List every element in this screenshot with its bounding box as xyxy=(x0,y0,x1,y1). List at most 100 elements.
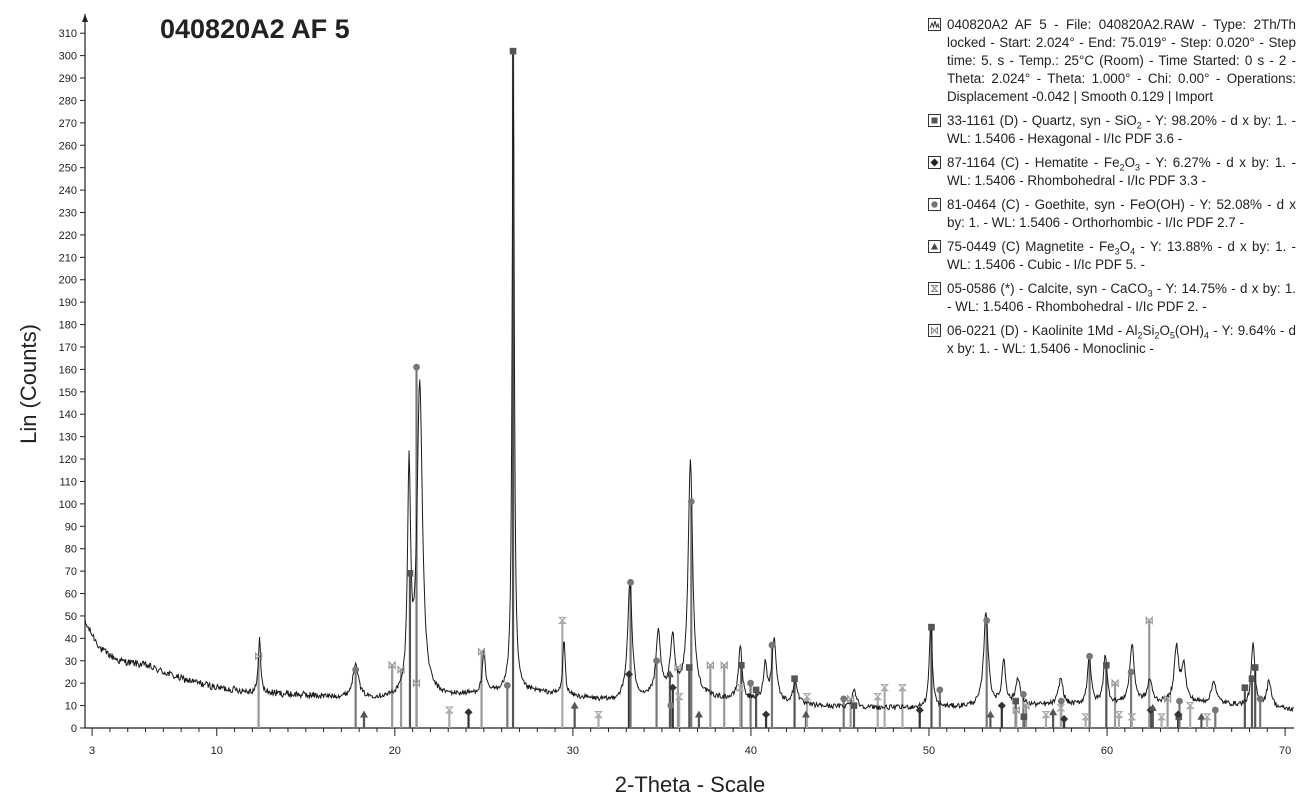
y-tick-label: 290 xyxy=(59,73,77,85)
calcite-marker xyxy=(880,684,890,692)
calcite-marker xyxy=(873,693,883,701)
hematite-marker xyxy=(762,710,771,719)
y-tick-label: 100 xyxy=(59,499,77,511)
goethite-marker xyxy=(1086,652,1093,660)
y-tick-label: 70 xyxy=(65,566,77,578)
y-tick-label: 280 xyxy=(59,95,77,107)
kaolinite-marker xyxy=(706,660,714,670)
y-tick-label: 170 xyxy=(59,342,77,354)
y-tick-label: 270 xyxy=(59,118,77,130)
goethite-marker xyxy=(352,666,360,674)
y-tick-label: 90 xyxy=(65,521,77,533)
hematite-marker xyxy=(997,701,1006,710)
y-tick-label: 260 xyxy=(59,140,77,152)
goethite-marker xyxy=(627,578,634,586)
x-tick-label: 30 xyxy=(567,745,579,757)
x-tick-label: 3 xyxy=(89,745,95,757)
calcite-marker xyxy=(1056,704,1066,712)
goethite-marker xyxy=(667,702,675,709)
goethite-marker xyxy=(1127,668,1135,676)
phase-markers xyxy=(255,47,1264,724)
kaolinite-marker xyxy=(1012,705,1020,715)
legend-text: 040820A2 AF 5 - File: 040820A2.RAW - Typ… xyxy=(947,17,1296,104)
diffraction-pattern xyxy=(84,53,1294,713)
goethite-marker xyxy=(653,657,660,665)
legend-entry: 040820A2 AF 5 - File: 040820A2.RAW - Typ… xyxy=(928,16,1296,106)
x-tick-label: 20 xyxy=(389,745,401,757)
hourglass-icon xyxy=(928,282,941,295)
y-tick-label: 140 xyxy=(59,409,77,421)
goethite-marker xyxy=(936,686,944,694)
calcite-marker xyxy=(802,693,812,701)
quartz-marker xyxy=(850,702,858,709)
axes: 0 10 20 30 40 50 60 70 80 90 100 110 120 130 140 150 160… xyxy=(59,14,1294,757)
x-tick-label: 50 xyxy=(923,745,935,757)
hematite-marker xyxy=(624,670,633,679)
goethite-marker xyxy=(687,498,695,506)
calcite-marker xyxy=(735,684,745,692)
goethite-marker xyxy=(1176,697,1183,705)
y-tick-label: 310 xyxy=(59,28,77,40)
quartz-marker xyxy=(1103,661,1110,669)
y-tick-label: 210 xyxy=(59,252,77,264)
y-tick-label: 130 xyxy=(59,432,77,444)
y-tick-label: 120 xyxy=(59,454,77,466)
y-tick-label: 300 xyxy=(59,51,77,63)
legend-entry: 33-1161 (D) - Quartz, syn - SiO2 - Y: 98… xyxy=(928,112,1296,148)
y-tick-label: 80 xyxy=(65,544,77,556)
goethite-marker xyxy=(768,641,776,649)
y-tick-label: 220 xyxy=(59,230,77,242)
y-tick-label: 240 xyxy=(59,185,77,197)
kaolinite-marker xyxy=(674,663,682,672)
goethite-marker xyxy=(413,363,420,371)
y-tick-label: 190 xyxy=(59,297,77,309)
y-tick-label: 60 xyxy=(65,589,77,601)
magnetite-marker xyxy=(801,710,810,718)
kaolinite-marker xyxy=(397,665,405,675)
hematite-marker xyxy=(1060,715,1069,724)
magnetite-marker xyxy=(1197,712,1206,720)
quartz-marker xyxy=(1248,675,1256,682)
quartz-marker xyxy=(1012,697,1019,705)
calcite-marker xyxy=(1081,713,1091,721)
goethite-marker xyxy=(1211,706,1219,714)
diamond-icon xyxy=(928,156,941,169)
magnetite-marker xyxy=(1049,708,1058,716)
y-tick-label: 40 xyxy=(65,633,77,645)
y-axis-title: Lin (Counts) xyxy=(16,324,41,444)
pattern-line xyxy=(84,53,1294,713)
magnetite-marker xyxy=(1148,703,1157,711)
quartz-marker xyxy=(1020,713,1028,721)
quartz-marker xyxy=(752,686,760,694)
kaolinite-marker xyxy=(1022,701,1030,711)
quartz-marker xyxy=(928,623,935,631)
legend-text: 81-0464 (C) - Goethite, syn - FeO(OH) - … xyxy=(947,197,1296,230)
kaolinite-marker xyxy=(1163,694,1172,704)
legend-text: 33-1161 (D) - Quartz, syn - SiO2 - Y: 98… xyxy=(947,113,1297,146)
legend-entry: 05-0586 (*) - Calcite, syn - CaCO3 - Y: … xyxy=(928,280,1296,316)
y-tick-label: 110 xyxy=(59,476,77,488)
goethite-marker xyxy=(983,617,991,624)
hematite-marker xyxy=(915,706,924,715)
goethite-marker xyxy=(747,679,754,687)
legend-text: 05-0586 (*) - Calcite, syn - CaCO3 - Y: … xyxy=(947,281,1296,314)
square-icon xyxy=(928,114,941,127)
hematite-marker xyxy=(668,683,677,692)
y-tick-label: 200 xyxy=(59,275,77,287)
y-tick-label: 10 xyxy=(65,701,77,713)
kaolinite-marker xyxy=(720,660,728,670)
y-tick-label: 180 xyxy=(59,320,77,332)
calcite-marker xyxy=(1114,710,1124,719)
calcite-marker xyxy=(594,710,603,719)
quartz-marker xyxy=(406,570,414,577)
y-tick-label: 0 xyxy=(71,723,77,735)
calcite-marker xyxy=(444,706,454,714)
legend-text: 06-0221 (D) - Kaolinite 1Md - Al2Si2O5(O… xyxy=(947,323,1297,356)
calcite-marker xyxy=(1127,713,1137,721)
triangle-icon xyxy=(928,240,941,253)
goethite-marker xyxy=(1256,695,1264,703)
calcite-marker xyxy=(557,616,567,625)
quartz-marker xyxy=(509,47,517,55)
kaolinite-marker xyxy=(477,647,486,657)
kaolinite-marker xyxy=(1145,615,1153,625)
